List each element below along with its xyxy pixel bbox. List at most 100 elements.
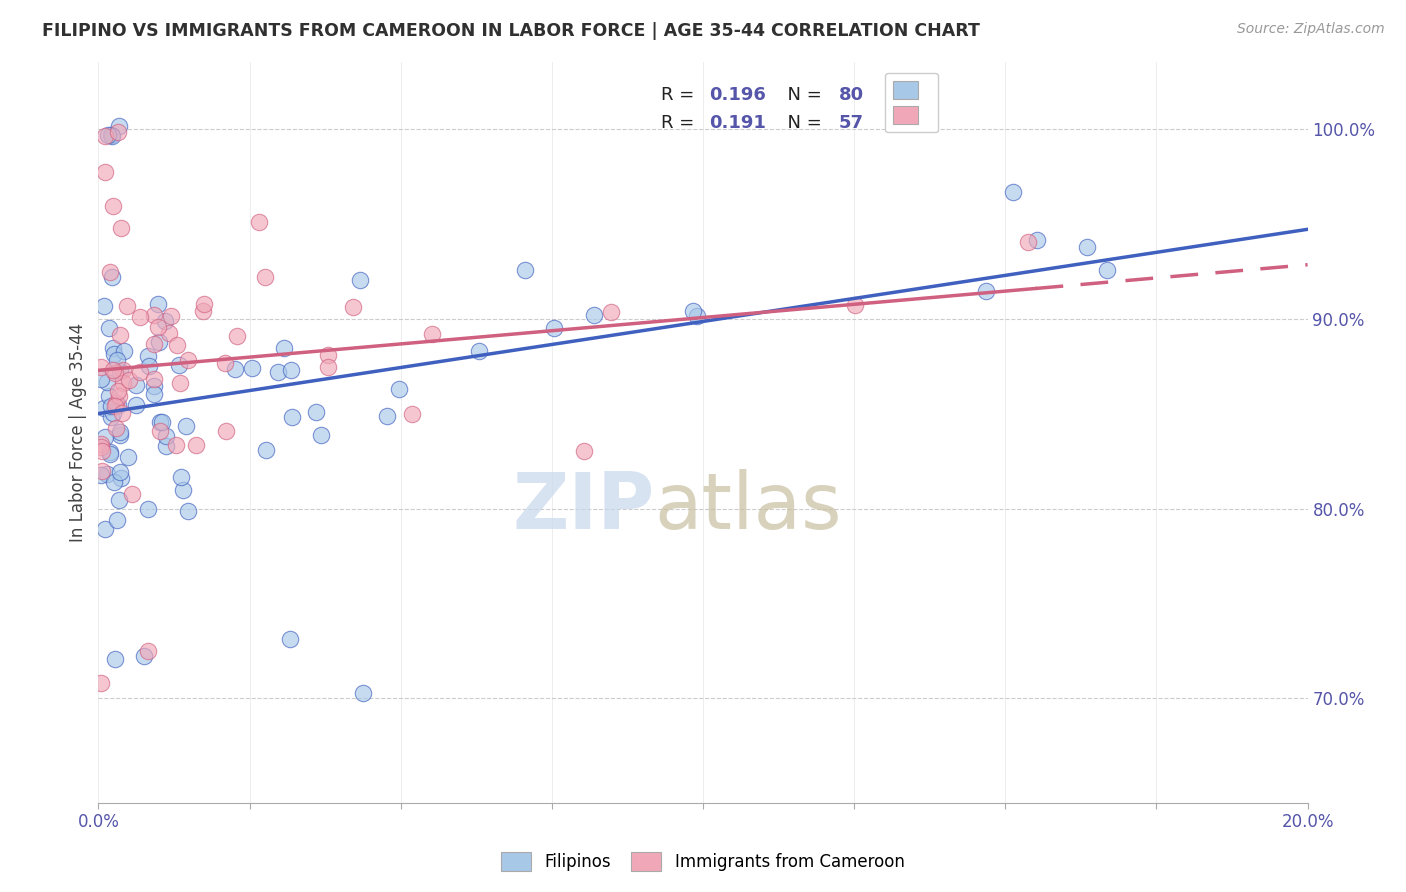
- Point: [153, 314, 176, 328]
- Point: [90, 443, 112, 458]
- Point: [104, 399, 127, 413]
- Point: [93, 401, 115, 415]
- Point: [148, 334, 170, 349]
- Point: [157, 326, 180, 341]
- Point: [342, 300, 364, 314]
- Point: [105, 352, 128, 367]
- Point: [101, 362, 124, 376]
- Point: [104, 651, 127, 665]
- Point: [107, 125, 129, 139]
- Point: [352, 686, 374, 700]
- Point: [401, 407, 423, 421]
- Point: [103, 475, 125, 490]
- Point: [111, 406, 134, 420]
- Point: [149, 424, 172, 438]
- Point: [94, 429, 117, 443]
- Point: [98, 388, 121, 402]
- Point: [150, 415, 173, 429]
- Point: [97, 128, 120, 142]
- Point: [193, 296, 215, 310]
- Point: [124, 378, 146, 392]
- Point: [142, 387, 165, 401]
- Text: 57: 57: [838, 114, 863, 132]
- Point: [254, 442, 277, 457]
- Point: [100, 270, 122, 285]
- Point: [101, 342, 124, 356]
- Point: [90, 372, 112, 386]
- Point: [1076, 240, 1098, 254]
- Point: [100, 128, 122, 143]
- Point: [167, 358, 190, 372]
- Point: [165, 438, 187, 452]
- Point: [117, 373, 139, 387]
- Point: [100, 409, 122, 424]
- Text: 0.191: 0.191: [709, 114, 766, 132]
- Point: [90, 440, 112, 454]
- Point: [143, 308, 166, 322]
- Point: [108, 428, 131, 442]
- Point: [247, 215, 270, 229]
- Point: [844, 298, 866, 312]
- Point: [108, 492, 131, 507]
- Point: [104, 421, 127, 435]
- Point: [128, 366, 150, 380]
- Point: [1026, 234, 1049, 248]
- Point: [170, 470, 193, 484]
- Point: [375, 409, 398, 423]
- Point: [121, 486, 143, 500]
- Point: [278, 632, 301, 646]
- Text: 80: 80: [838, 87, 863, 104]
- Point: [281, 409, 304, 424]
- Point: [110, 471, 132, 485]
- Point: [138, 359, 160, 374]
- Point: [103, 347, 125, 361]
- Point: [108, 119, 131, 133]
- Point: [100, 448, 122, 462]
- Point: [177, 353, 200, 368]
- Point: [599, 305, 621, 319]
- Text: N =: N =: [776, 114, 827, 132]
- Point: [266, 365, 288, 379]
- Point: [316, 360, 339, 375]
- Point: [582, 309, 605, 323]
- Point: [1095, 263, 1118, 277]
- Point: [117, 450, 139, 465]
- Text: R =: R =: [661, 114, 700, 132]
- Point: [111, 363, 134, 377]
- Point: [100, 128, 122, 142]
- Point: [225, 329, 247, 343]
- Point: [105, 396, 128, 410]
- Point: [273, 341, 295, 355]
- Point: [160, 309, 183, 323]
- Point: [974, 284, 997, 298]
- Legend: Filipinos, Immigrants from Cameroon: Filipinos, Immigrants from Cameroon: [494, 843, 912, 880]
- Point: [107, 398, 129, 412]
- Point: [90, 467, 112, 482]
- Point: [104, 366, 127, 380]
- Point: [132, 648, 155, 663]
- Point: [98, 445, 121, 459]
- Point: [112, 343, 135, 358]
- Point: [136, 349, 159, 363]
- Point: [90, 437, 112, 451]
- Point: [146, 319, 169, 334]
- Point: [166, 338, 188, 352]
- Point: [96, 467, 118, 482]
- Point: [543, 321, 565, 335]
- Point: [174, 419, 197, 434]
- Point: [94, 522, 117, 536]
- Point: [143, 379, 166, 393]
- Point: [169, 376, 191, 391]
- Text: FILIPINO VS IMMIGRANTS FROM CAMEROON IN LABOR FORCE | AGE 35-44 CORRELATION CHAR: FILIPINO VS IMMIGRANTS FROM CAMEROON IN …: [42, 22, 980, 40]
- Point: [107, 389, 129, 403]
- Point: [136, 644, 159, 658]
- Point: [97, 320, 120, 334]
- Text: ZIP: ZIP: [512, 468, 655, 545]
- Point: [90, 676, 112, 690]
- Text: N =: N =: [776, 87, 827, 104]
- Text: atlas: atlas: [655, 468, 842, 545]
- Legend: , : ,: [886, 73, 938, 132]
- Point: [420, 326, 443, 341]
- Point: [155, 429, 177, 443]
- Text: Source: ZipAtlas.com: Source: ZipAtlas.com: [1237, 22, 1385, 37]
